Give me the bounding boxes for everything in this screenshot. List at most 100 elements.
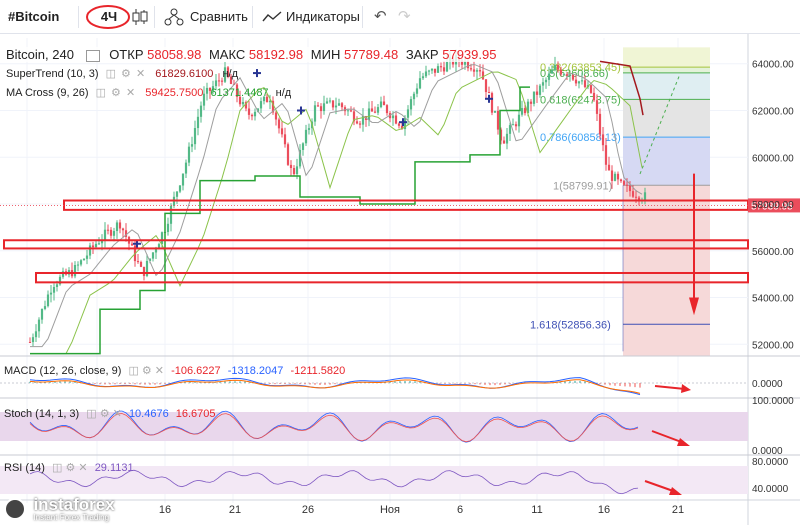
time-axis-tick: 21 xyxy=(672,504,684,516)
ma-cross-marker xyxy=(485,94,493,103)
candle-body xyxy=(463,61,467,65)
chart-canvas[interactable]: 0.382(63853.45)0.5(63608.66)0.618(62473.… xyxy=(0,34,800,525)
supertrend-up-line xyxy=(30,86,530,355)
candle-body xyxy=(391,115,395,119)
candle-body xyxy=(274,112,278,120)
candle-body xyxy=(211,86,215,91)
candle-body xyxy=(553,65,557,71)
candle-body xyxy=(592,92,596,101)
indicators-button[interactable]: Индикаторы xyxy=(286,9,360,24)
candle-body xyxy=(31,337,35,343)
forecast-arrow-head xyxy=(689,297,699,316)
candle-body xyxy=(412,93,416,100)
candle-body xyxy=(181,173,185,186)
time-axis-tick: 11 xyxy=(531,504,542,516)
rsi-legend: RSI (14) ◫ ⚙ ✕ 29.1131 xyxy=(4,461,134,474)
toolbar-divider xyxy=(252,6,253,28)
candle-body xyxy=(613,173,617,181)
candle-body xyxy=(631,191,635,197)
close-value: 57939.95 xyxy=(442,47,497,62)
header-line-2: SuperTrend (10, 3) ◫ ⚙ ✕ 61829.6100 н/д xyxy=(6,67,238,80)
interval-circle-annotation xyxy=(86,5,130,29)
candle-body xyxy=(301,143,305,150)
candle-body xyxy=(238,96,242,105)
candle-body xyxy=(199,105,203,117)
candle-body xyxy=(610,170,614,181)
candle-body xyxy=(244,101,248,109)
candle-body xyxy=(331,100,335,108)
candle-body xyxy=(502,140,506,144)
candle-body xyxy=(34,331,38,338)
candle-body xyxy=(493,110,497,113)
candle-body xyxy=(439,66,443,68)
indicator-controls-icon[interactable]: ◫ ⚙ ✕ xyxy=(128,365,165,377)
candle-body xyxy=(484,79,488,93)
indicators-icon[interactable] xyxy=(262,9,282,25)
brand-name: instaforex xyxy=(33,495,115,514)
compare-icon[interactable] xyxy=(164,8,184,26)
macross-label: MA Cross (9, 26) xyxy=(6,87,89,99)
candle-body xyxy=(208,87,212,91)
candle-body xyxy=(271,100,275,113)
interval-button[interactable]: 4Ч xyxy=(100,9,118,24)
rsi-axis-tick: 40.0000 xyxy=(752,484,789,495)
ma-cross-marker xyxy=(253,69,261,78)
candle-body xyxy=(526,101,530,114)
candle-body xyxy=(433,68,437,73)
candle-body xyxy=(583,80,587,88)
candle-body xyxy=(55,284,59,288)
toolbar-divider xyxy=(362,6,363,28)
indicator-controls-icon[interactable]: ◫ ⚙ ✕ xyxy=(95,87,137,99)
high-label: МАКС xyxy=(208,47,246,62)
candle-body xyxy=(616,173,620,180)
candle-body xyxy=(304,129,308,144)
stoch-k-line xyxy=(29,410,639,443)
compare-button[interactable]: Сравнить xyxy=(190,9,248,24)
candle-body xyxy=(475,70,479,72)
candle-body xyxy=(286,144,290,165)
candles-icon[interactable] xyxy=(132,8,148,26)
stoch-trend-arrow xyxy=(651,430,685,444)
time-axis-tick: 16 xyxy=(598,504,610,516)
candle-body xyxy=(307,128,311,130)
candle-body xyxy=(478,70,482,72)
undo-icon[interactable]: ↶ xyxy=(374,8,387,25)
redo-icon[interactable]: ↷ xyxy=(398,8,411,25)
candle-body xyxy=(361,115,365,125)
indicator-controls-icon[interactable]: ◫ ⚙ ✕ xyxy=(52,462,88,474)
candle-body xyxy=(175,191,179,197)
candle-body xyxy=(535,91,539,95)
candle-body xyxy=(82,258,86,261)
candle-body xyxy=(316,105,320,107)
candle-body xyxy=(85,255,89,259)
last-price-label: 57939.95 xyxy=(751,201,793,212)
candle-body xyxy=(424,71,428,77)
candle-body xyxy=(628,185,632,192)
brand-logo-icon xyxy=(4,498,26,520)
indicator-controls-icon[interactable]: ◫ ⚙ ✕ xyxy=(86,408,122,420)
rsi-arrow-head xyxy=(669,487,682,495)
candle-body xyxy=(253,111,257,117)
price-axis-bg xyxy=(748,34,800,525)
indicator-controls-icon[interactable]: ◫ ⚙ ✕ xyxy=(105,68,147,80)
candle-body xyxy=(61,271,65,277)
candle-body xyxy=(430,68,434,71)
ma-fast-line xyxy=(30,63,643,348)
header-line-1: Bitcoin, 240 ОТКР 58058.98 МАКС 58192.98… xyxy=(6,47,497,62)
candle-body xyxy=(136,261,140,263)
symbol-search[interactable]: #Bitcoin xyxy=(8,9,60,24)
stoch-d-line xyxy=(29,413,639,443)
stoch-axis-tick: 0.0000 xyxy=(752,446,783,457)
time-axis-tick: Ноя xyxy=(380,504,400,516)
candle-body xyxy=(292,168,296,175)
candle-body xyxy=(346,110,350,112)
candle-body xyxy=(256,108,260,112)
candle-body xyxy=(418,78,422,89)
top-toolbar: #Bitcoin 4Ч Сравнить Индикаторы ↶ ↷ xyxy=(0,0,800,34)
rsi-label: RSI (14) xyxy=(4,462,45,474)
settings-icon[interactable] xyxy=(85,49,100,62)
candle-body xyxy=(79,260,83,265)
candle-body xyxy=(229,76,233,84)
toolbar-divider xyxy=(154,6,155,28)
candle-body xyxy=(46,294,50,307)
